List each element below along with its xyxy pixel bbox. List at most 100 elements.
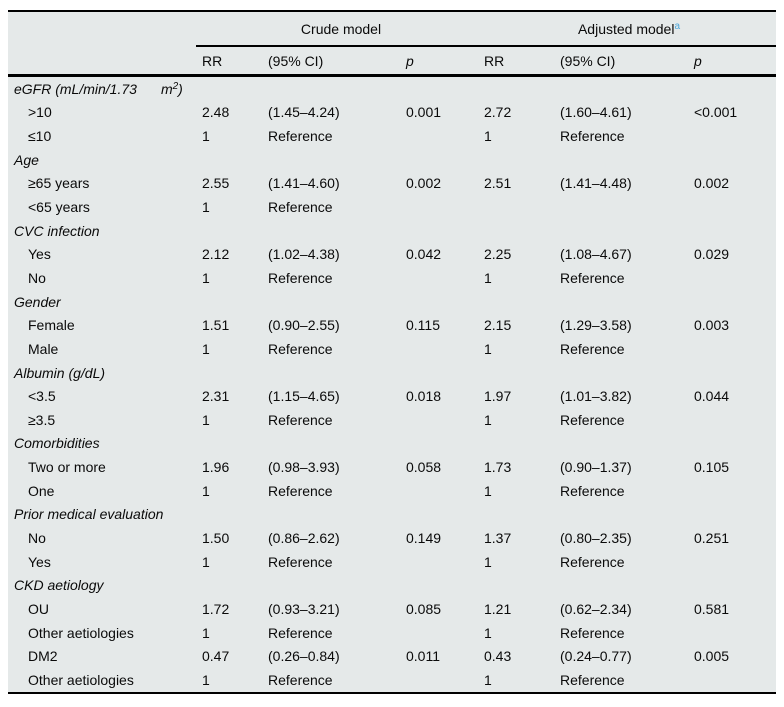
- value-cell: 0.058: [406, 459, 442, 476]
- table-row: No 1 Reference 1 Reference: [8, 266, 776, 290]
- value-cell: 1: [484, 482, 492, 499]
- value-cell: 1.51: [202, 317, 230, 334]
- value-cell: 0.003: [694, 317, 730, 334]
- unit-superscript: 2: [172, 80, 179, 92]
- value-cell: 0.044: [694, 388, 730, 405]
- value-cell: 1: [202, 199, 210, 216]
- row-label: Other aetiologies: [28, 624, 134, 641]
- value-cell: 0.149: [406, 529, 442, 546]
- value-cell: 1.37: [484, 529, 512, 546]
- value-cell: Reference: [560, 671, 625, 688]
- value-cell: Reference: [560, 553, 625, 570]
- row-label: <3.5: [28, 388, 56, 405]
- value-cell: 1.50: [202, 529, 230, 546]
- value-cell: (0.62–2.34): [560, 600, 632, 617]
- value-cell: Reference: [268, 624, 333, 641]
- adjusted-model-label: Adjusted model: [577, 20, 675, 37]
- value-cell: Reference: [560, 624, 625, 641]
- group-row: CKD aetiology: [8, 573, 776, 597]
- row-label: <65 years: [28, 199, 90, 216]
- value-cell: (0.86–2.62): [268, 529, 340, 546]
- value-cell: (0.98–3.93): [268, 459, 340, 476]
- table-row: <65 years 1 Reference: [8, 195, 776, 219]
- footnote-marker-a: a: [674, 20, 681, 32]
- value-cell: 1: [484, 128, 492, 145]
- row-label: Age: [14, 151, 39, 168]
- value-cell: 0.085: [406, 600, 442, 617]
- value-cell: Reference: [268, 199, 333, 216]
- value-cell: 1.97: [484, 388, 512, 405]
- row-label: eGFR (mL/min/1.73 m2): [14, 80, 183, 97]
- value-cell: (1.01–3.82): [560, 388, 632, 405]
- row-label: CKD aetiology: [14, 577, 104, 594]
- value-cell: 1: [484, 411, 492, 428]
- value-cell: Reference: [268, 671, 333, 688]
- value-cell: 1: [484, 340, 492, 357]
- row-label: Albumin (g/dL): [14, 364, 106, 381]
- group-row: eGFR (mL/min/1.73 m2): [8, 77, 776, 101]
- value-cell: 1: [484, 624, 492, 641]
- value-cell: 2.72: [484, 104, 512, 121]
- value-cell: 1.21: [484, 600, 512, 617]
- row-label: Two or more: [28, 459, 106, 476]
- row-label: Other aetiologies: [28, 671, 134, 688]
- table-row: Male 1 Reference 1 Reference: [8, 337, 776, 361]
- row-label: No: [28, 269, 46, 286]
- value-cell: Reference: [560, 340, 625, 357]
- value-cell: (0.90–2.55): [268, 317, 340, 334]
- value-cell: 0.105: [694, 459, 730, 476]
- unit-text: m2): [160, 80, 183, 97]
- row-label: Gender: [14, 293, 61, 310]
- value-cell: Reference: [268, 411, 333, 428]
- value-cell: 0.002: [406, 175, 442, 192]
- value-cell: (1.41–4.60): [268, 175, 340, 192]
- table-row: <3.5 2.31 (1.15–4.65) 0.018 1.97 (1.01–3.82) 0…: [8, 384, 776, 408]
- value-cell: 2.55: [202, 175, 230, 192]
- value-cell: 1: [202, 411, 210, 428]
- value-cell: 1: [202, 624, 210, 641]
- column-header-row: RR (95% CI) p RR (95% CI) p: [8, 47, 776, 74]
- value-cell: 2.31: [202, 388, 230, 405]
- group-row: Prior medical evaluation: [8, 503, 776, 527]
- crude-model-header: Crude model: [200, 21, 482, 37]
- value-cell: 0.43: [484, 648, 512, 665]
- row-label: One: [28, 482, 55, 499]
- group-row: Age: [8, 148, 776, 172]
- value-cell: 2.15: [484, 317, 512, 334]
- table-row: Yes 2.12 (1.02–4.38) 0.042 2.25 (1.08–4.67) 0.…: [8, 242, 776, 266]
- value-cell: 2.12: [202, 246, 230, 263]
- table-row: ≥3.5 1 Reference 1 Reference: [8, 408, 776, 432]
- group-row: Albumin (g/dL): [8, 361, 776, 385]
- bottom-rule: [8, 691, 776, 694]
- table-row: ≤10 1 Reference 1 Reference: [8, 124, 776, 148]
- spanner-rule: [196, 45, 776, 47]
- row-label: CVC infection: [14, 222, 100, 239]
- value-cell: (0.26–0.84): [268, 648, 340, 665]
- column-header-rr-adjusted: RR: [484, 52, 505, 69]
- value-cell: 0.042: [406, 246, 442, 263]
- value-cell: 2.51: [484, 175, 512, 192]
- value-cell: (1.45–4.24): [268, 104, 340, 121]
- value-cell: (0.90–1.37): [560, 459, 632, 476]
- value-cell: 1.73: [484, 459, 512, 476]
- value-cell: 1: [484, 553, 492, 570]
- table-row: Other aetiologies 1 Reference 1 Reference: [8, 668, 776, 692]
- row-label: Prior medical evaluation: [14, 506, 164, 523]
- column-header-ci-adjusted: (95% CI): [560, 52, 616, 69]
- row-label: No: [28, 529, 46, 546]
- value-cell: (1.41–4.48): [560, 175, 632, 192]
- table-row: No 1.50 (0.86–2.62) 0.149 1.37 (0.80–2.35) 0.2…: [8, 526, 776, 550]
- value-cell: 0.251: [694, 529, 730, 546]
- value-cell: Reference: [268, 482, 333, 499]
- value-cell: Reference: [560, 128, 625, 145]
- value-cell: (1.15–4.65): [268, 388, 340, 405]
- row-label: Yes: [28, 246, 51, 263]
- value-cell: 2.48: [202, 104, 230, 121]
- row-label: Comorbidities: [14, 435, 100, 452]
- value-cell: 0.005: [694, 648, 730, 665]
- value-cell: Reference: [560, 482, 625, 499]
- table-row: Two or more 1.96 (0.98–3.93) 0.058 1.73 (0.90…: [8, 455, 776, 479]
- value-cell: 0.002: [694, 175, 730, 192]
- value-cell: 0.029: [694, 246, 730, 263]
- value-cell: 0.018: [406, 388, 442, 405]
